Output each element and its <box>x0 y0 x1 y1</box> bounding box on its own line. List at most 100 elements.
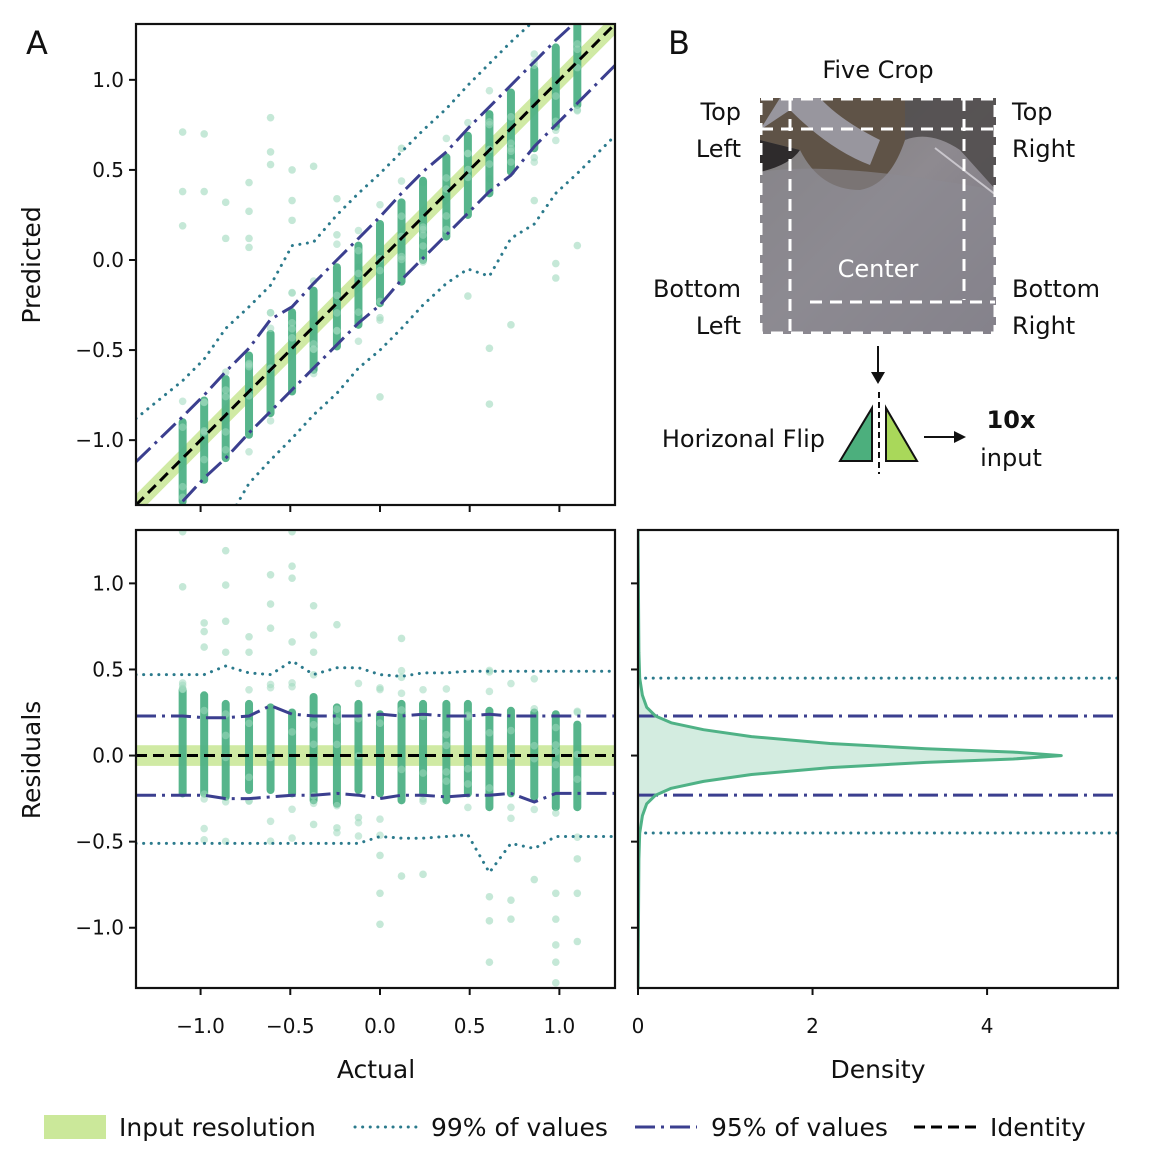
scatter-point <box>442 685 451 693</box>
scatter-point <box>245 447 253 456</box>
scatter-point-outlier <box>266 570 275 579</box>
diagram-title: Five Crop <box>822 56 933 84</box>
scatter-point <box>221 445 230 454</box>
scatter-point <box>266 417 275 425</box>
scatter-point <box>485 687 494 696</box>
y-tick-label: 0.0 <box>92 744 124 768</box>
scatter-point-outlier <box>200 187 208 196</box>
scatter-point-outlier <box>245 234 253 243</box>
scatter-point <box>333 705 341 713</box>
scatter-point <box>333 717 341 725</box>
scatter-point <box>573 708 582 717</box>
scatter-point-outlier <box>530 875 539 884</box>
scatter-point <box>221 386 230 394</box>
scatter-point-outlier <box>551 958 560 966</box>
scatter-point <box>552 13 560 21</box>
panel-label-a: A <box>26 24 48 62</box>
scatter-point-outlier <box>309 162 318 171</box>
scatter-point <box>288 334 296 342</box>
scatter-point <box>178 423 187 431</box>
scatter-point-outlier <box>485 917 494 925</box>
scatter-point <box>485 728 494 737</box>
scatter-point <box>442 212 451 220</box>
scatter-point <box>397 212 406 220</box>
scatter-point <box>221 710 230 718</box>
legend-item-p99: 99% of values <box>353 1113 608 1142</box>
scatter-point <box>419 797 427 806</box>
flip-triangles-icon <box>838 392 919 474</box>
legend: Input resolution 99% of values 95% of valu… <box>44 1113 1086 1142</box>
scatter-point-outlier <box>551 979 560 987</box>
scatter-point-outlier <box>200 643 208 651</box>
scatter-point <box>221 798 230 806</box>
scatter-point-outlier <box>507 896 515 904</box>
scatter-point <box>507 147 515 156</box>
scatter-point <box>245 685 253 694</box>
scatter-point-outlier <box>507 321 515 329</box>
scatter-point <box>507 679 515 688</box>
scatter-point-outlier <box>221 581 230 589</box>
scatter-point-outlier <box>397 144 406 153</box>
scatter-point-outlier <box>551 941 560 949</box>
center-crop-label: Center <box>838 255 919 283</box>
crop-boxes <box>759 97 997 335</box>
scatter-point-outlier <box>266 624 275 632</box>
scatter-point <box>397 255 406 264</box>
scatter-point-outlier <box>178 187 187 196</box>
y-tick-label: 1.0 <box>92 571 124 595</box>
scatter-point <box>397 765 406 774</box>
scatter-point <box>266 324 275 333</box>
scatter-point <box>288 289 296 297</box>
scatter-point <box>507 139 515 147</box>
scatter-point <box>288 319 296 327</box>
scatter-point <box>266 680 275 689</box>
scatter-point-outlier <box>200 130 208 138</box>
p99-upper-line <box>136 659 615 678</box>
scatter-point <box>288 834 296 842</box>
scatter-point-outlier <box>573 937 582 946</box>
scatter-point <box>573 106 582 115</box>
y-tick-label: −1.0 <box>75 916 124 940</box>
scatter-point-outlier <box>200 619 208 627</box>
bottom-right-label-line2: Right <box>1012 312 1075 340</box>
sample-image <box>760 98 997 334</box>
p99-upper-line <box>136 24 533 420</box>
scatter-point-outlier <box>376 393 384 401</box>
y-tick-label: 0.0 <box>92 248 124 272</box>
scatter-point-outlier <box>221 546 230 555</box>
scatter-point-outlier <box>397 634 406 643</box>
scatter-point-outlier <box>333 620 341 629</box>
scatter-point-outlier <box>288 196 296 205</box>
legend-label: Identity <box>990 1113 1086 1142</box>
legend-item-input_resolution: Input resolution <box>44 1113 316 1142</box>
scatter-point <box>419 223 427 231</box>
scatter-point <box>178 681 187 690</box>
bottom-left-label-line1: Bottom <box>653 275 741 303</box>
plot-frame <box>134 22 617 507</box>
scatter-point-outlier <box>376 920 384 929</box>
bottom-left-label-line2: Left <box>696 312 741 340</box>
scatter-point <box>530 158 539 166</box>
scatter-point <box>309 740 318 749</box>
p95-upper-line <box>136 24 576 463</box>
y-tick-label: −0.5 <box>75 338 124 362</box>
y-tick-label: −1.0 <box>75 428 124 452</box>
scatter-point <box>266 308 275 317</box>
y-tick-label: −0.5 <box>75 830 124 854</box>
y-tick-label: 0.5 <box>92 657 124 681</box>
scatter-point <box>551 809 560 817</box>
scatter-point <box>354 269 363 278</box>
legend-label: 99% of values <box>431 1113 608 1142</box>
scatter-point-outlier <box>221 648 230 657</box>
top-left-label-line1: Top <box>700 98 742 126</box>
scatter-point <box>530 705 539 713</box>
scatter-point-outlier <box>245 243 253 252</box>
scatter-point <box>551 136 560 145</box>
scatter-point-outlier <box>221 234 230 243</box>
scatter-point <box>288 325 296 333</box>
y-tick-label: 1.0 <box>92 68 124 92</box>
scatter-point <box>530 741 539 750</box>
scatter-point <box>442 777 451 785</box>
x-tick-label: −0.5 <box>266 1014 315 1038</box>
scatter-point-outlier <box>573 855 582 863</box>
